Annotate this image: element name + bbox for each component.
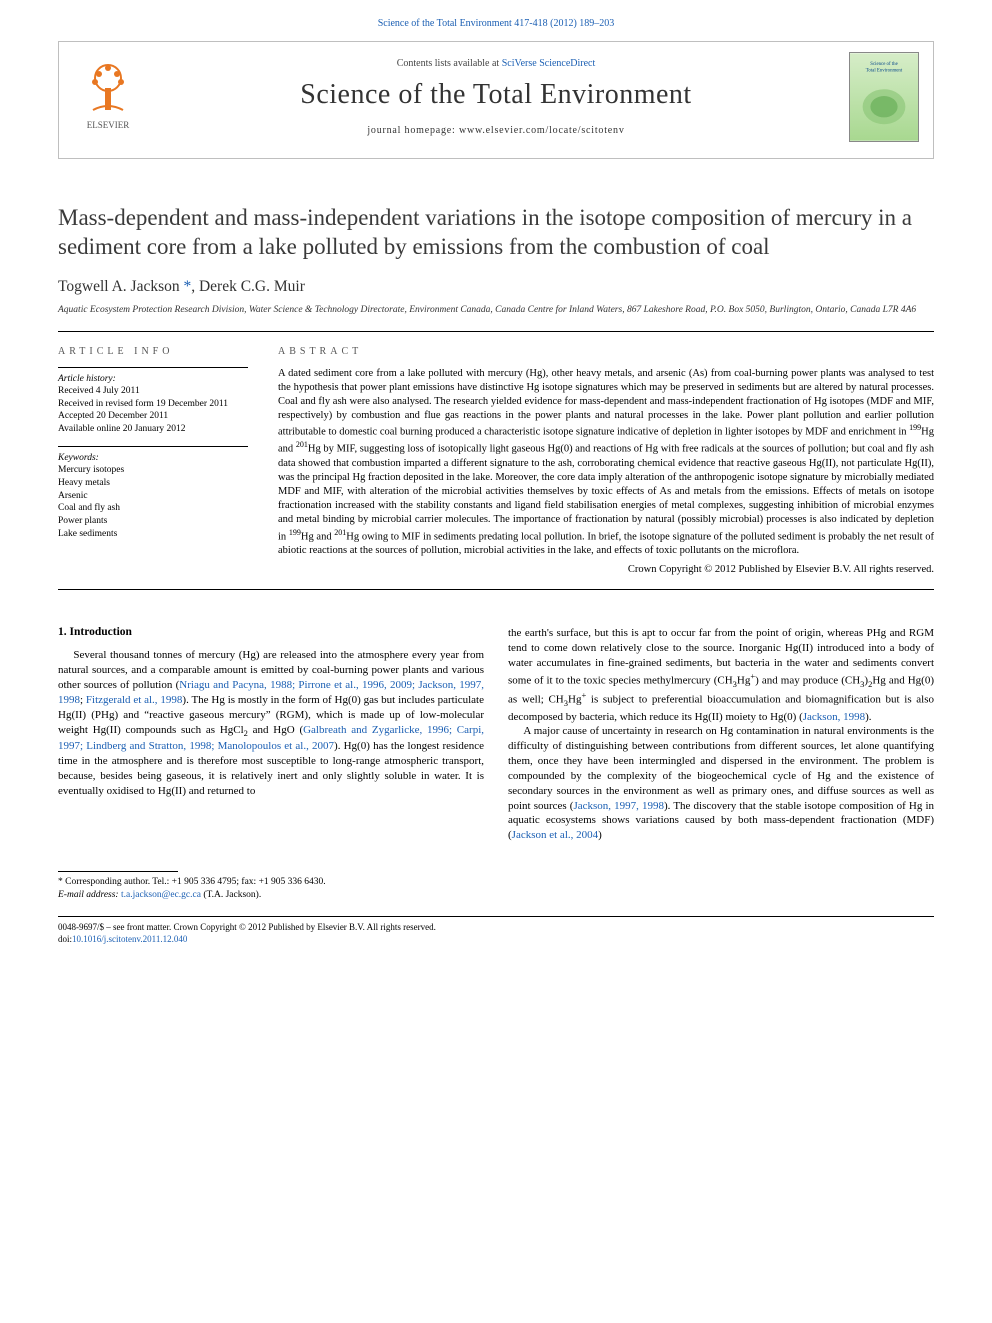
section-1-heading: 1. Introduction [58, 626, 484, 638]
body-para: Several thousand tonnes of mercury (Hg) … [58, 648, 484, 798]
header-citation-link[interactable]: Science of the Total Environment 417-418… [378, 18, 615, 29]
abstract-heading: ABSTRACT [278, 346, 934, 357]
homepage-line: journal homepage: www.elsevier.com/locat… [143, 125, 849, 136]
journal-cover-thumb: Science of the Total Environment [849, 52, 919, 142]
contents-prefix: Contents lists available at [397, 58, 502, 69]
mid-rule [58, 589, 934, 590]
top-rule [58, 331, 934, 332]
footer-copyright: 0048-9697/$ – see front matter. Crown Co… [58, 921, 934, 933]
homepage-prefix: journal homepage: [367, 125, 459, 136]
journal-title: Science of the Total Environment [143, 79, 849, 111]
article-title: Mass-dependent and mass-independent vari… [58, 203, 934, 262]
affiliation: Aquatic Ecosystem Protection Research Di… [58, 304, 934, 317]
info-rule-1 [58, 367, 248, 368]
keyword: Heavy metals [58, 477, 248, 490]
corresponding-author: * Corresponding author. Tel.: +1 905 336… [58, 876, 468, 889]
masthead-center: Contents lists available at SciVerse Sci… [143, 58, 849, 136]
keyword: Lake sediments [58, 528, 248, 541]
header-citation: Science of the Total Environment 417-418… [0, 0, 992, 41]
body-columns: 1. Introduction Several thousand tonnes … [58, 626, 934, 843]
doi-link[interactable]: 10.1016/j.scitotenv.2011.12.040 [72, 934, 187, 944]
abstract-copyright: Crown Copyright © 2012 Published by Else… [278, 564, 934, 575]
history-line: Received in revised form 19 December 201… [58, 398, 248, 411]
footnote-rule [58, 871, 178, 872]
footer-rule [58, 916, 934, 917]
history-label: Article history: [58, 374, 248, 384]
keyword: Power plants [58, 515, 248, 528]
info-rule-2 [58, 446, 248, 447]
keyword: Coal and fly ash [58, 502, 248, 515]
email-attribution: (T.A. Jackson). [203, 890, 261, 900]
footnote-block: * Corresponding author. Tel.: +1 905 336… [58, 871, 468, 902]
history-line: Available online 20 January 2012 [58, 423, 248, 436]
svg-text:Science of the: Science of the [870, 62, 897, 67]
keywords-label: Keywords: [58, 453, 248, 463]
body-para: A major cause of uncertainty in research… [508, 724, 934, 843]
article-info-heading: ARTICLE INFO [58, 346, 248, 357]
elsevier-logo: ELSEVIER [73, 58, 143, 136]
body-col-left: 1. Introduction Several thousand tonnes … [58, 626, 484, 843]
author-email-link[interactable]: t.a.jackson@ec.gc.ca [121, 890, 201, 900]
masthead: ELSEVIER Contents lists available at Sci… [58, 41, 934, 159]
doi-prefix: doi: [58, 934, 72, 944]
keyword: Mercury isotopes [58, 464, 248, 477]
sciverse-link[interactable]: SciVerse ScienceDirect [502, 58, 596, 69]
email-label: E-mail address: [58, 890, 119, 900]
author-line: Togwell A. Jackson *, Derek C.G. Muir [58, 278, 934, 296]
elsevier-wordmark: ELSEVIER [87, 120, 130, 130]
body-col-right: the earth's surface, but this is apt to … [508, 626, 934, 843]
keyword: Arsenic [58, 490, 248, 503]
email-line: E-mail address: t.a.jackson@ec.gc.ca (T.… [58, 889, 468, 902]
info-abstract-row: ARTICLE INFO Article history: Received 4… [58, 346, 934, 576]
homepage-url: www.elsevier.com/locate/scitotenv [459, 125, 625, 136]
article-info-col: ARTICLE INFO Article history: Received 4… [58, 346, 248, 576]
contents-line: Contents lists available at SciVerse Sci… [143, 58, 849, 69]
history-line: Accepted 20 December 2011 [58, 410, 248, 423]
body-para: the earth's surface, but this is apt to … [508, 626, 934, 724]
abstract-col: ABSTRACT A dated sediment core from a la… [278, 346, 934, 576]
footer-doi-line: doi:10.1016/j.scitotenv.2011.12.040 [58, 933, 934, 945]
history-line: Received 4 July 2011 [58, 385, 248, 398]
abstract-text: A dated sediment core from a lake pollut… [278, 367, 934, 559]
svg-text:Total Environment: Total Environment [866, 69, 903, 74]
